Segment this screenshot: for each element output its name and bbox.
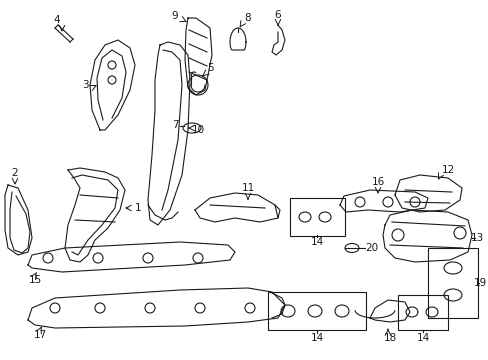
Bar bbox=[397, 295, 447, 330]
Bar bbox=[267, 292, 365, 330]
Text: 9: 9 bbox=[171, 11, 178, 21]
Bar bbox=[289, 198, 345, 236]
Text: 14: 14 bbox=[310, 237, 323, 247]
Text: 14: 14 bbox=[310, 333, 323, 343]
Text: 3: 3 bbox=[81, 80, 88, 90]
Text: 1: 1 bbox=[134, 203, 141, 213]
Text: 5: 5 bbox=[206, 63, 213, 73]
Text: 7: 7 bbox=[171, 120, 178, 130]
Text: 8: 8 bbox=[244, 13, 251, 23]
Text: 11: 11 bbox=[241, 183, 254, 193]
Text: 15: 15 bbox=[28, 275, 41, 285]
Text: 4: 4 bbox=[54, 15, 60, 25]
Text: 18: 18 bbox=[383, 333, 396, 343]
Text: 6: 6 bbox=[274, 10, 281, 20]
Text: 16: 16 bbox=[370, 177, 384, 187]
Text: 12: 12 bbox=[441, 165, 454, 175]
Text: 14: 14 bbox=[415, 333, 429, 343]
Text: 20: 20 bbox=[365, 243, 378, 253]
Text: 10: 10 bbox=[191, 125, 204, 135]
Text: 2: 2 bbox=[12, 168, 18, 178]
Text: 19: 19 bbox=[472, 278, 486, 288]
Text: 17: 17 bbox=[33, 330, 46, 340]
Bar bbox=[427, 248, 477, 318]
Text: 13: 13 bbox=[469, 233, 483, 243]
